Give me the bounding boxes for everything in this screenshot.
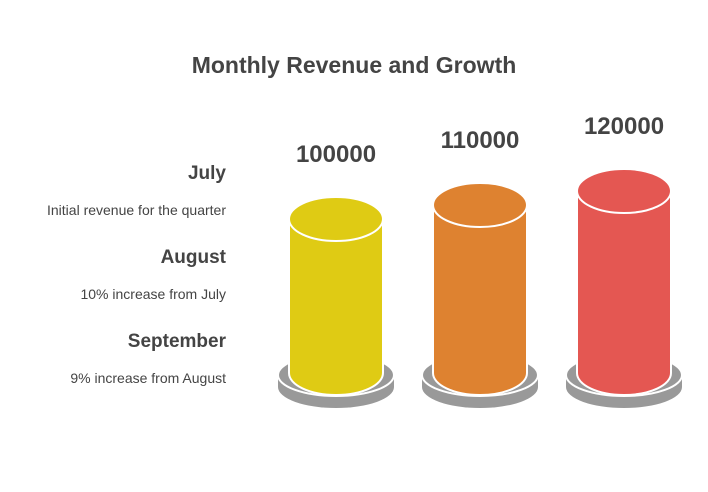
- legend-description-july: Initial revenue for the quarter: [47, 202, 226, 218]
- value-label-july: 100000: [296, 141, 376, 168]
- bar-august: [432, 204, 528, 396]
- chart-title: Monthly Revenue and Growth: [191, 52, 517, 78]
- legend-month-september: September: [127, 331, 226, 352]
- legend-month-august: August: [160, 247, 226, 268]
- bar-top-august: [432, 182, 528, 228]
- value-label-september: 120000: [584, 113, 664, 140]
- legend-month-july: July: [187, 163, 226, 184]
- legend-description-september: 9% increase from August: [70, 370, 226, 386]
- bar-top-july: [288, 196, 384, 242]
- bar-july: [288, 218, 384, 396]
- value-label-august: 110000: [441, 127, 520, 154]
- bar-september: [576, 190, 672, 396]
- bar-top-september: [576, 168, 672, 214]
- legend-description-august: 10% increase from July: [80, 286, 226, 302]
